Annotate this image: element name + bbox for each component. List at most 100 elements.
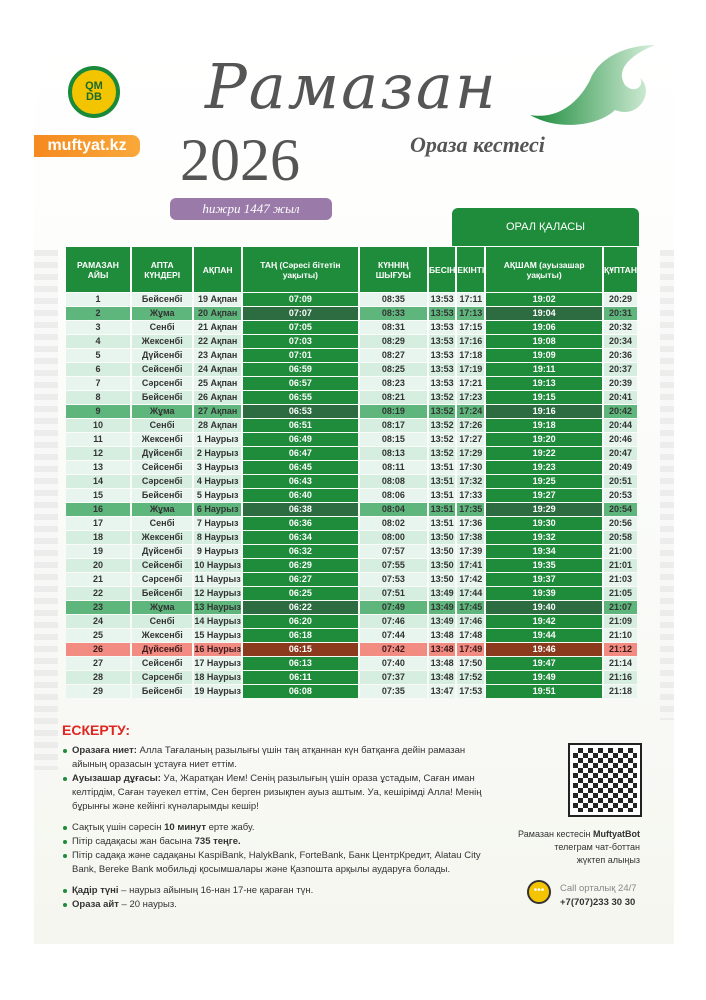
column-header: БЕСІН <box>428 247 456 292</box>
table-cell: 28 <box>66 671 130 684</box>
table-cell: 20:32 <box>603 321 637 334</box>
table-cell: 4 <box>66 335 130 348</box>
table-cell: 07:44 <box>359 629 427 642</box>
note-text: Пітір садақа және садақаны KaspiBank, Ha… <box>72 850 481 875</box>
year: 2026 <box>180 127 300 193</box>
table-row: 19 Дүйсенбі 9 Наурыз 06:32 07:57 13:50 17:39 19… <box>66 545 637 558</box>
note-text: Ауызашар дұғасы: <box>72 773 161 784</box>
bot-name: MuftyatBot <box>593 829 640 839</box>
table-cell: Сейсенбі <box>131 363 193 376</box>
table-cell: 13:47 <box>428 685 456 698</box>
table-cell: 13:52 <box>428 433 456 446</box>
table-cell: 20:37 <box>603 363 637 376</box>
table-cell: 19:04 <box>486 307 602 320</box>
table-cell: 20:47 <box>603 447 637 460</box>
title: Рамазан <box>205 50 498 123</box>
table-cell: 19:47 <box>486 657 602 670</box>
table-cell: 07:49 <box>359 601 427 614</box>
table-cell: 23 <box>66 601 130 614</box>
table-cell: 9 Наурыз <box>194 545 241 558</box>
table-cell: 07:40 <box>359 657 427 670</box>
table-cell: 19:39 <box>486 587 602 600</box>
table-cell: Жұма <box>131 601 193 614</box>
table-cell: 13:48 <box>428 671 456 684</box>
bot-text: Рамазан кестесін <box>518 829 593 839</box>
site-link[interactable]: muftyat.kz <box>34 135 140 157</box>
table-cell: 21:07 <box>603 601 637 614</box>
column-header: АПТА КҮНДЕРІ <box>131 247 193 292</box>
table-cell: 08:15 <box>359 433 427 446</box>
table-cell: 13:53 <box>428 349 456 362</box>
table-cell: 19:51 <box>486 685 602 698</box>
table-cell: 19:35 <box>486 559 602 572</box>
table-cell: 13:50 <box>428 545 456 558</box>
table-cell: Сейсенбі <box>131 559 193 572</box>
table-cell: 20:54 <box>603 503 637 516</box>
table-cell: 17:16 <box>457 335 485 348</box>
headset-icon: ••• <box>527 880 551 904</box>
table-cell: 13:49 <box>428 615 456 628</box>
note-text: Алла Тағаланың разылығы үшін таң атқанна… <box>72 745 466 770</box>
table-cell: 17:41 <box>457 559 485 572</box>
table-cell: 5 <box>66 349 130 362</box>
table-cell: 13:51 <box>428 475 456 488</box>
table-cell: 07:53 <box>359 573 427 586</box>
table-cell: 06:38 <box>242 503 358 516</box>
note-text: Уа, Жаратқан Ием! Сенің разылығың үшін о… <box>72 773 482 812</box>
table-cell: 20 <box>66 559 130 572</box>
table-cell: 28 Ақпан <box>194 419 241 432</box>
table-cell: Бейсенбі <box>131 685 193 698</box>
table-cell: 13:50 <box>428 573 456 586</box>
table-cell: 13:49 <box>428 601 456 614</box>
table-cell: 26 <box>66 643 130 656</box>
table-cell: 17:46 <box>457 615 485 628</box>
table-cell: 11 <box>66 433 130 446</box>
table-cell: 25 <box>66 629 130 642</box>
table-row: 5 Дүйсенбі 23 Ақпан 07:01 08:27 13:53 17:18 19:… <box>66 349 637 362</box>
table-cell: 08:19 <box>359 405 427 418</box>
note-item: Ораза айт – 20 наурыз. <box>62 898 494 912</box>
table-row: 9 Жұма 27 Ақпан 06:53 08:19 13:52 17:24 19:16 20… <box>66 405 637 418</box>
table-cell: 13:52 <box>428 419 456 432</box>
table-cell: 17 <box>66 517 130 530</box>
table-cell: 17:21 <box>457 377 485 390</box>
table-cell: 08:23 <box>359 377 427 390</box>
table-row: 17 Сенбі 7 Наурыз 06:36 08:02 13:51 17:36 19:30… <box>66 517 637 530</box>
table-cell: 21:01 <box>603 559 637 572</box>
table-cell: Бейсенбі <box>131 587 193 600</box>
table-cell: Сенбі <box>131 419 193 432</box>
table-cell: 06:47 <box>242 447 358 460</box>
table-cell: 07:37 <box>359 671 427 684</box>
table-cell: 2 Наурыз <box>194 447 241 460</box>
column-header: ЕКІНТІ <box>457 247 485 292</box>
table-cell: 07:03 <box>242 335 358 348</box>
table-cell: 19:22 <box>486 447 602 460</box>
table-row: 6 Сейсенбі 24 Ақпан 06:59 08:25 13:53 17:19 19:… <box>66 363 637 376</box>
table-cell: 08:00 <box>359 531 427 544</box>
table-cell: 20:39 <box>603 377 637 390</box>
table-cell: 06:29 <box>242 559 358 572</box>
dumk-logo: QM DB <box>68 66 120 118</box>
table-cell: 29 <box>66 685 130 698</box>
bot-line3: жүктеп алыңыз <box>576 855 640 865</box>
table-cell: 20:58 <box>603 531 637 544</box>
table-cell: 13:48 <box>428 629 456 642</box>
table-cell: 17:18 <box>457 349 485 362</box>
call-phone[interactable]: +7(707)233 30 30 <box>560 897 636 908</box>
table-cell: 19:40 <box>486 601 602 614</box>
table-cell: 19:13 <box>486 377 602 390</box>
table-cell: 23 Ақпан <box>194 349 241 362</box>
table-cell: 7 Наурыз <box>194 517 241 530</box>
table-cell: 17:35 <box>457 503 485 516</box>
table-cell: Сейсенбі <box>131 657 193 670</box>
table-cell: 12 Наурыз <box>194 587 241 600</box>
table-cell: 17 Наурыз <box>194 657 241 670</box>
notes-heading: ЕСКЕРТУ: <box>62 722 131 738</box>
table-cell: 26 Ақпан <box>194 391 241 404</box>
table-cell: 13:50 <box>428 559 456 572</box>
table-cell: 08:31 <box>359 321 427 334</box>
table-cell: Сәрсенбі <box>131 671 193 684</box>
table-cell: 13:53 <box>428 307 456 320</box>
table-cell: 19:32 <box>486 531 602 544</box>
qr-code[interactable] <box>568 743 642 817</box>
